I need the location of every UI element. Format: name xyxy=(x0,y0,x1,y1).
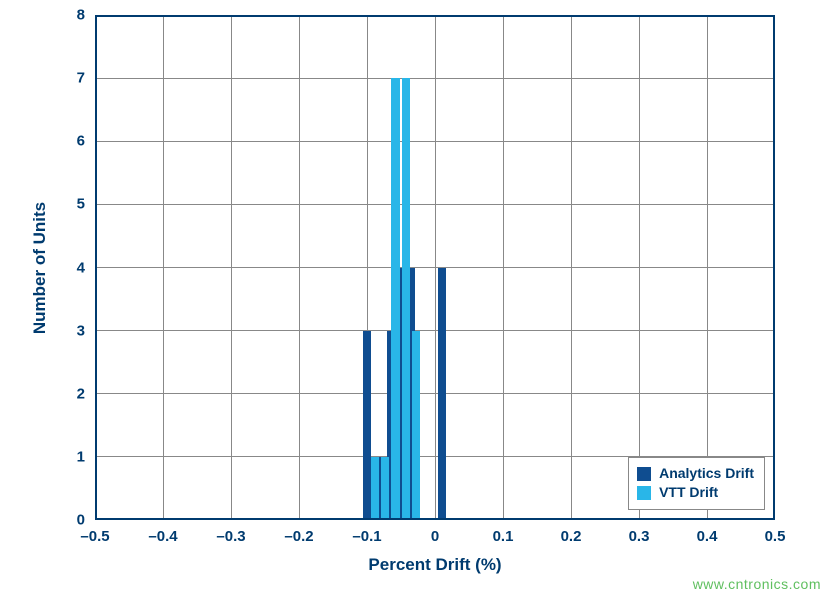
bar-vtt-drift xyxy=(391,78,399,520)
x-tick-label: 0.5 xyxy=(765,528,786,545)
x-tick-label: –0.5 xyxy=(80,528,109,545)
x-axis-title: Percent Drift (%) xyxy=(368,555,501,575)
bar-vtt-drift xyxy=(371,457,379,520)
y-tick-label: 3 xyxy=(77,322,85,339)
bar-vtt-drift xyxy=(402,78,410,520)
y-axis-title: Number of Units xyxy=(30,201,50,333)
x-tick-label: –0.2 xyxy=(284,528,313,545)
grid-line-horizontal xyxy=(95,267,775,268)
y-tick-label: 2 xyxy=(77,385,85,402)
x-tick-label: 0.1 xyxy=(493,528,514,545)
x-tick-label: 0.4 xyxy=(697,528,718,545)
legend-item: VTT Drift xyxy=(637,483,754,503)
x-tick-label: 0 xyxy=(431,528,439,545)
legend: Analytics DriftVTT Drift xyxy=(628,457,765,510)
bar-vtt-drift xyxy=(381,457,389,520)
y-tick-label: 5 xyxy=(77,196,85,213)
legend-swatch xyxy=(637,486,651,500)
x-tick-label: –0.3 xyxy=(216,528,245,545)
y-tick-label: 8 xyxy=(77,7,85,24)
grid-line-horizontal xyxy=(95,204,775,205)
bar-vtt-drift xyxy=(412,331,420,520)
legend-swatch xyxy=(637,467,651,481)
y-tick-label: 7 xyxy=(77,70,85,87)
y-tick-label: 1 xyxy=(77,448,85,465)
grid-line-horizontal xyxy=(95,78,775,79)
y-tick-label: 0 xyxy=(77,512,85,529)
x-tick-label: 0.3 xyxy=(629,528,650,545)
y-tick-label: 6 xyxy=(77,133,85,150)
bar-analytics-drift xyxy=(438,268,446,521)
x-tick-label: 0.2 xyxy=(561,528,582,545)
grid-line-horizontal xyxy=(95,330,775,331)
x-tick-label: –0.1 xyxy=(352,528,381,545)
grid-line-horizontal xyxy=(95,393,775,394)
plot-area: Analytics DriftVTT Drift xyxy=(95,15,775,520)
legend-label: VTT Drift xyxy=(659,483,718,503)
y-tick-label: 4 xyxy=(77,259,85,276)
watermark-text: www.cntronics.com xyxy=(693,576,821,592)
grid-line-horizontal xyxy=(95,141,775,142)
bar-analytics-drift xyxy=(363,331,371,520)
x-tick-label: –0.4 xyxy=(148,528,177,545)
legend-label: Analytics Drift xyxy=(659,464,754,484)
legend-item: Analytics Drift xyxy=(637,464,754,484)
